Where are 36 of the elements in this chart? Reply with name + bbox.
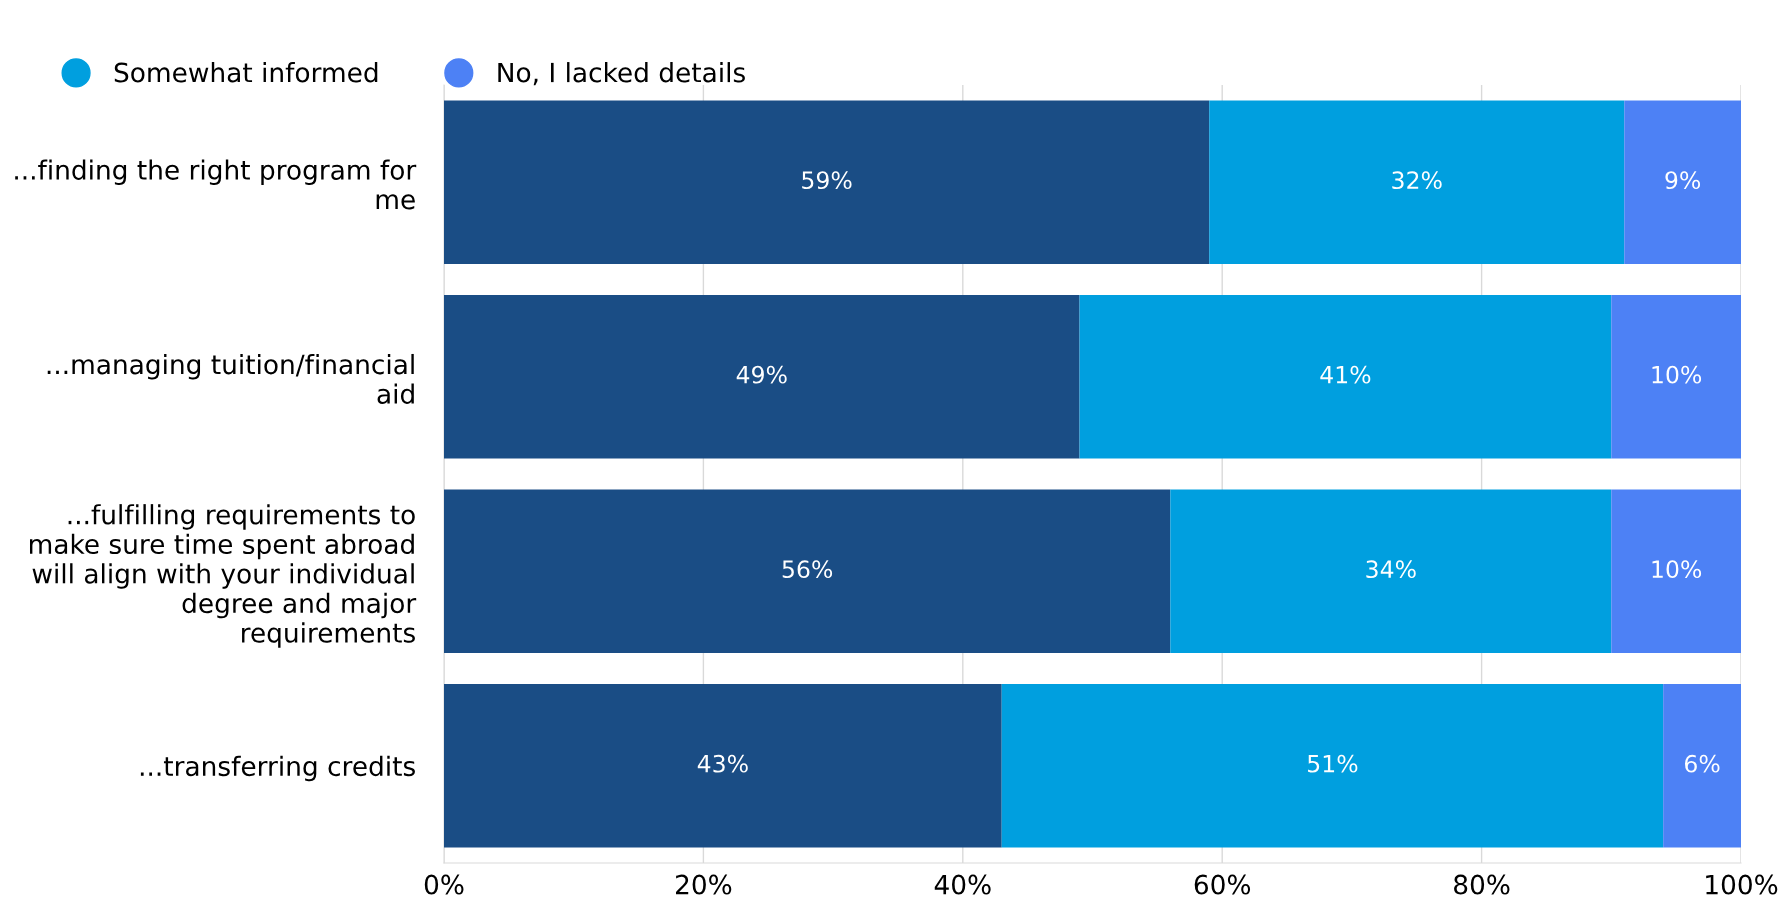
- data-label: 51%: [1308, 754, 1358, 773]
- y-tick-label: ...finding the right program for me: [15, 159, 417, 210]
- data-label: 43%: [697, 754, 748, 773]
- data-label: 32%: [1392, 171, 1442, 190]
- data-label: 34%: [1366, 560, 1416, 579]
- bar: [1611, 489, 1741, 653]
- bar: [1611, 295, 1741, 459]
- x-tick-label: 80%: [1454, 874, 1510, 895]
- bar: [1170, 489, 1612, 653]
- x-tick-label: 60%: [1194, 874, 1251, 895]
- data-label: 10%: [1652, 560, 1702, 579]
- x-tick-label: 100%: [1706, 874, 1778, 895]
- y-tick-label: ...transferring credits: [140, 755, 415, 782]
- bar: [1079, 295, 1612, 459]
- x-tick-label: 0%: [424, 874, 464, 895]
- data-label: 10%: [1652, 365, 1702, 384]
- data-label: 49%: [736, 365, 787, 384]
- data-label: 59%: [802, 171, 852, 190]
- bar: [1624, 100, 1741, 264]
- legend-label: Somewhat informed: [114, 62, 378, 83]
- bar: [1663, 684, 1741, 848]
- data-label: 9%: [1665, 171, 1701, 190]
- data-label: 41%: [1320, 365, 1371, 384]
- legend-label: No, I lacked details: [498, 62, 745, 86]
- y-tick-label: ...managing tuition/financial aid: [47, 353, 414, 404]
- bar: [444, 295, 1080, 459]
- y-tick-label: ...fulfilling requirements to make sure time spent abroad will align with your individual degree and major requirements: [30, 504, 417, 648]
- data-label: 56%: [782, 560, 833, 579]
- x-tick-label: 40%: [934, 874, 991, 895]
- data-label: 6%: [1685, 754, 1720, 773]
- bar: [444, 489, 1171, 653]
- bar: [444, 100, 1210, 264]
- bar: [1209, 100, 1625, 264]
- bar: [1001, 684, 1664, 848]
- bar: [444, 684, 1002, 848]
- x-tick-label: 20%: [676, 874, 732, 895]
